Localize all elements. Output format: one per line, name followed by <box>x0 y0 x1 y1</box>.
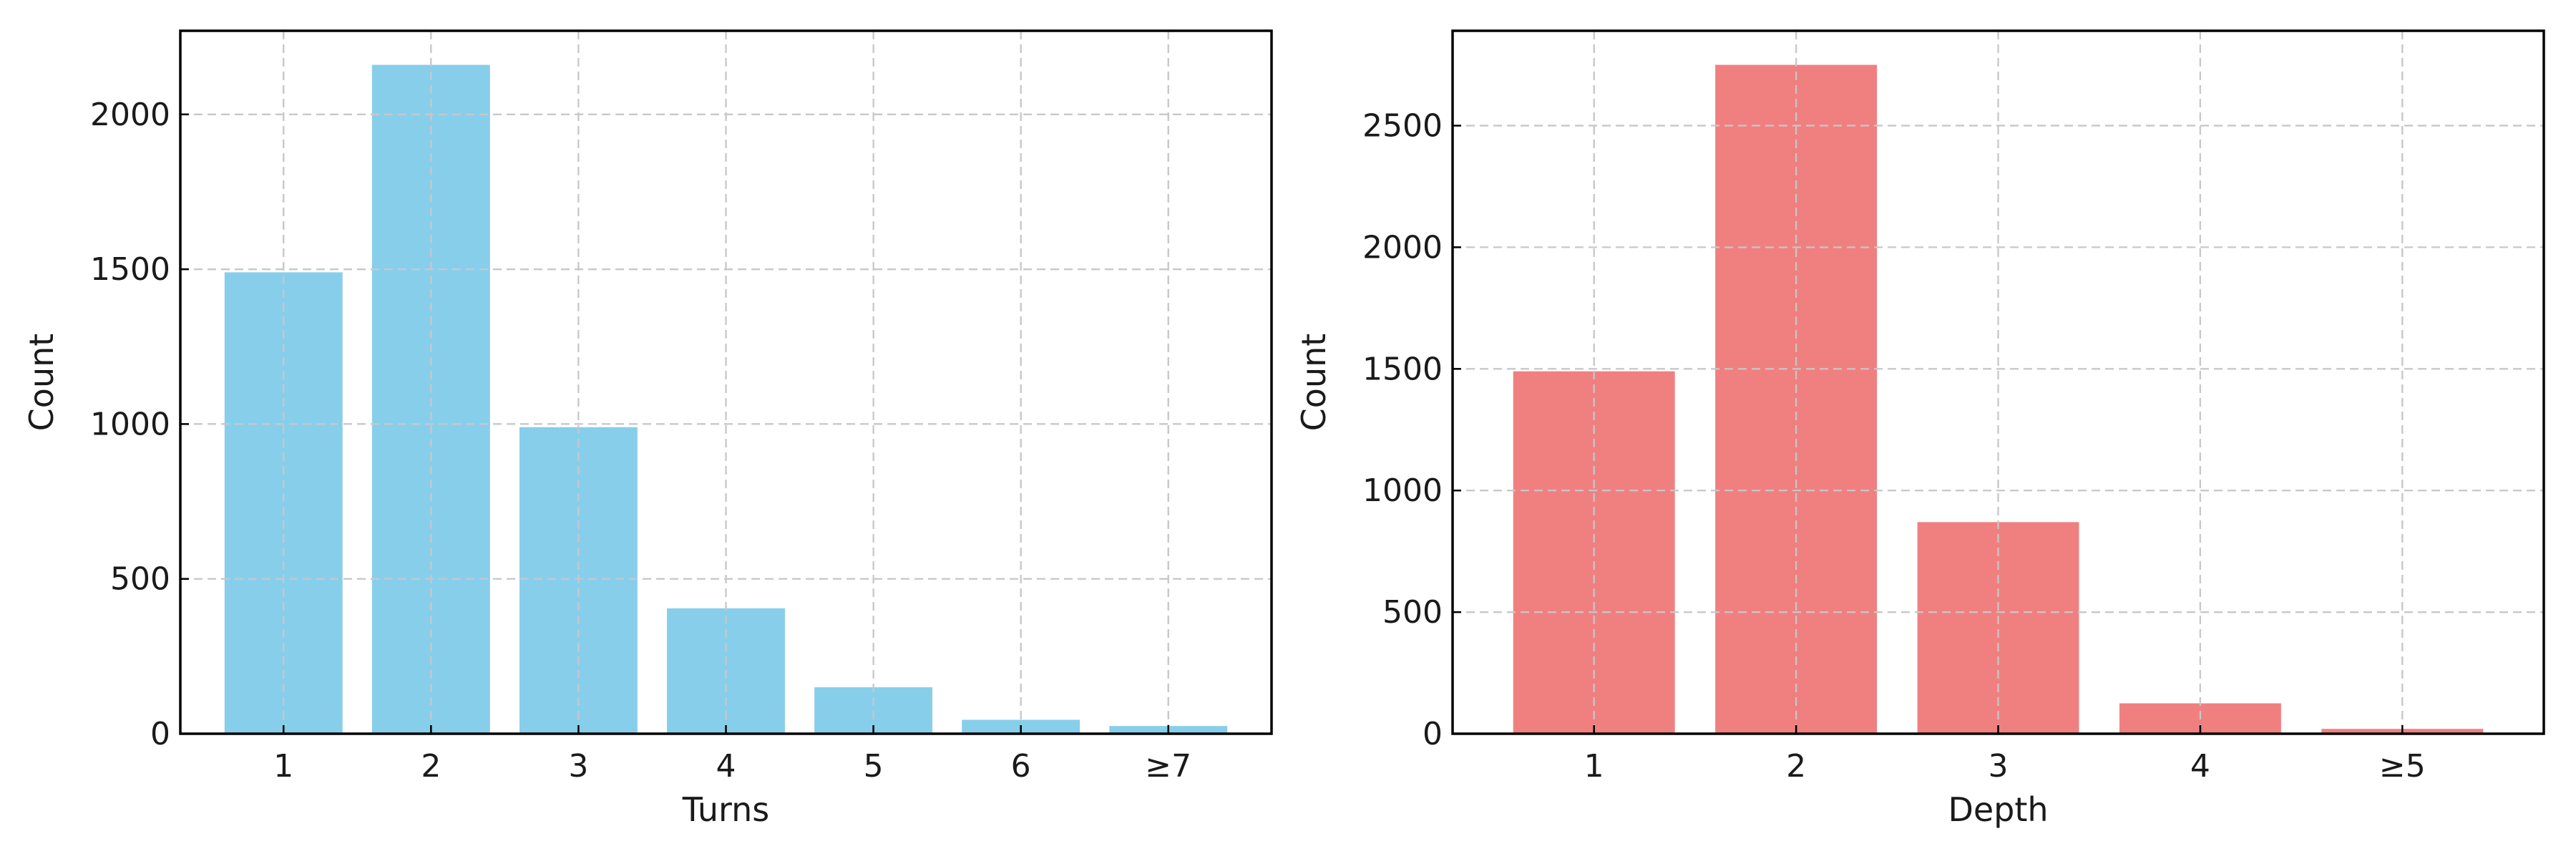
x-tick-label-1: 2 <box>421 748 441 785</box>
depth-chart: 0 500 1000 1500 2000 2500 1 2 3 4 ≥5 Depth Count <box>1294 29 2545 829</box>
y-tick-label-3: 1500 <box>1362 351 1443 387</box>
y-tick-label-4: 2000 <box>90 97 170 133</box>
x-tick-label-3: 4 <box>2190 748 2210 785</box>
y-axis-label: Count <box>22 334 61 432</box>
x-tick-label-2: 3 <box>1989 748 2009 785</box>
y-tick-label-2: 1000 <box>1362 472 1443 509</box>
y-tick-label-2: 1000 <box>90 406 170 442</box>
x-tick-label-0: 1 <box>1584 748 1604 785</box>
y-tick-label-3: 1500 <box>90 251 170 288</box>
y-tick-label-5: 2500 <box>1362 108 1443 145</box>
y-tick-label-1: 500 <box>110 561 170 598</box>
y-tick-label-4: 2000 <box>1362 229 1443 266</box>
x-axis-label: Depth <box>1948 790 2048 829</box>
y-axis-label: Count <box>1294 334 1333 432</box>
turns-chart: 0 500 1000 1500 2000 1 2 3 4 5 6 ≥7 Turns Count <box>22 29 1273 829</box>
x-tick-label-6: ≥7 <box>1145 748 1191 785</box>
x-tick-label-4: 5 <box>864 748 884 785</box>
x-tick-label-4: ≥5 <box>2379 748 2426 785</box>
x-tick-label-1: 2 <box>1786 748 1806 785</box>
x-tick-label-0: 1 <box>273 748 293 785</box>
y-tick-label-0: 0 <box>1423 716 1443 752</box>
x-tick-label-5: 6 <box>1011 748 1031 785</box>
y-tick-label-1: 500 <box>1382 594 1443 631</box>
x-axis-label: Turns <box>682 790 770 829</box>
x-tick-label-2: 3 <box>568 748 588 785</box>
y-tick-label-0: 0 <box>150 716 170 752</box>
x-tick-label-3: 4 <box>716 748 736 785</box>
